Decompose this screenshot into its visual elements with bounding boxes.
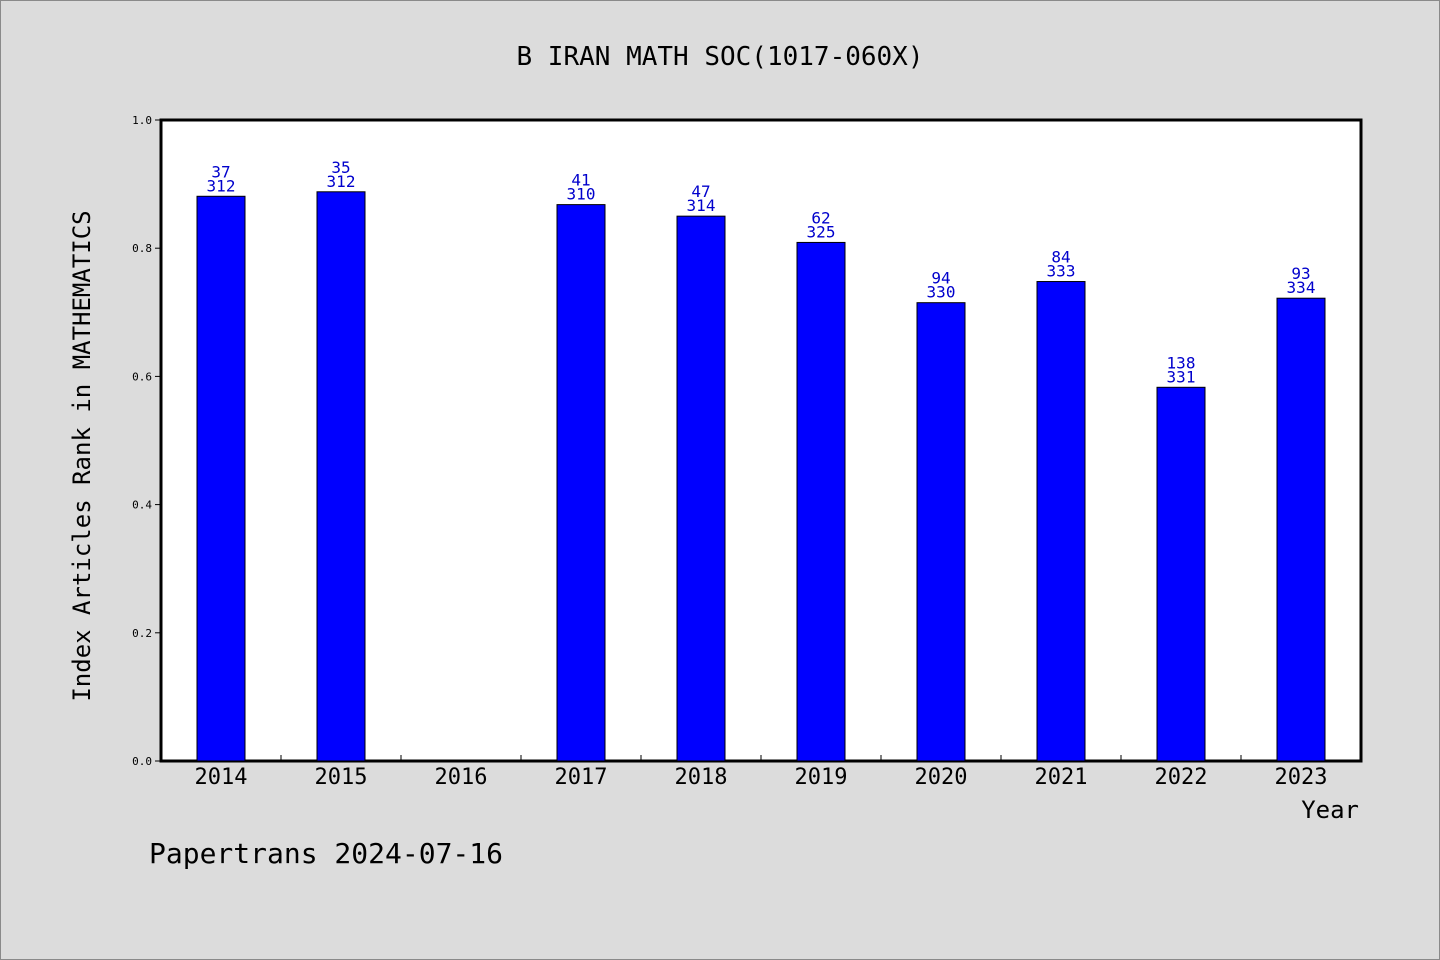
bar <box>676 215 726 762</box>
y-tick-label: 1.0 <box>132 114 152 127</box>
data-label-top: 62 <box>811 208 830 227</box>
x-tick-label: 2017 <box>555 765 608 790</box>
data-label-bottom: 312 <box>327 172 356 191</box>
x-tick-label: 2022 <box>1155 765 1208 790</box>
bar <box>1036 281 1086 762</box>
data-label-top: 84 <box>1051 248 1070 267</box>
data-label-top: 138 <box>1167 353 1196 372</box>
footer-credit: Papertrans 2024-07-16 <box>149 837 503 870</box>
data-label-bottom: 314 <box>687 196 716 215</box>
x-tick-label: 2018 <box>675 765 728 790</box>
y-tick-label: 0.8 <box>132 242 152 255</box>
x-tick-label: 2014 <box>195 765 248 790</box>
data-label-bottom: 333 <box>1047 262 1076 281</box>
x-axis: 2014 2015 2016 2017 2018 2019 2020 2021 2022 2023 <box>195 755 1328 790</box>
data-label-top: 37 <box>211 162 230 181</box>
data-label-bottom: 330 <box>927 283 956 302</box>
bar <box>556 204 606 762</box>
bar <box>1156 386 1206 762</box>
y-tick-label: 0.2 <box>132 627 152 640</box>
y-tick-label: 0.0 <box>132 755 152 768</box>
x-tick-label: 2019 <box>795 765 848 790</box>
x-tick-label: 2021 <box>1035 765 1088 790</box>
y-axis-label: Index Articles Rank in MATHEMATICS <box>68 210 96 701</box>
data-label-bottom: 310 <box>567 185 596 204</box>
bar <box>796 241 846 762</box>
data-label-top: 93 <box>1291 264 1310 283</box>
x-tick-label: 2016 <box>435 765 488 790</box>
x-tick-label: 2020 <box>915 765 968 790</box>
data-label-bottom: 312 <box>207 176 236 195</box>
bar <box>916 302 966 762</box>
x-axis-label: Year <box>1301 796 1359 824</box>
data-label-bottom: 334 <box>1287 278 1316 297</box>
bar <box>196 195 246 762</box>
y-axis: 0.0 0.2 0.4 0.6 0.8 1.0 <box>132 114 161 768</box>
chart-title: B IRAN MATH SOC(1017-060X) <box>517 42 924 72</box>
bar <box>1276 297 1326 762</box>
bar-series <box>196 191 1326 762</box>
data-label-top: 41 <box>571 171 590 190</box>
data-label-bottom: 331 <box>1167 367 1196 386</box>
x-tick-label: 2023 <box>1275 765 1328 790</box>
y-tick-label: 0.4 <box>132 499 152 512</box>
data-label-top: 47 <box>691 182 710 201</box>
data-label-bottom: 325 <box>807 222 836 241</box>
y-tick-label: 0.6 <box>132 370 152 383</box>
bar <box>316 191 366 762</box>
data-label-top: 94 <box>931 269 950 288</box>
x-tick-label: 2015 <box>315 765 368 790</box>
data-label-top: 35 <box>331 158 350 177</box>
